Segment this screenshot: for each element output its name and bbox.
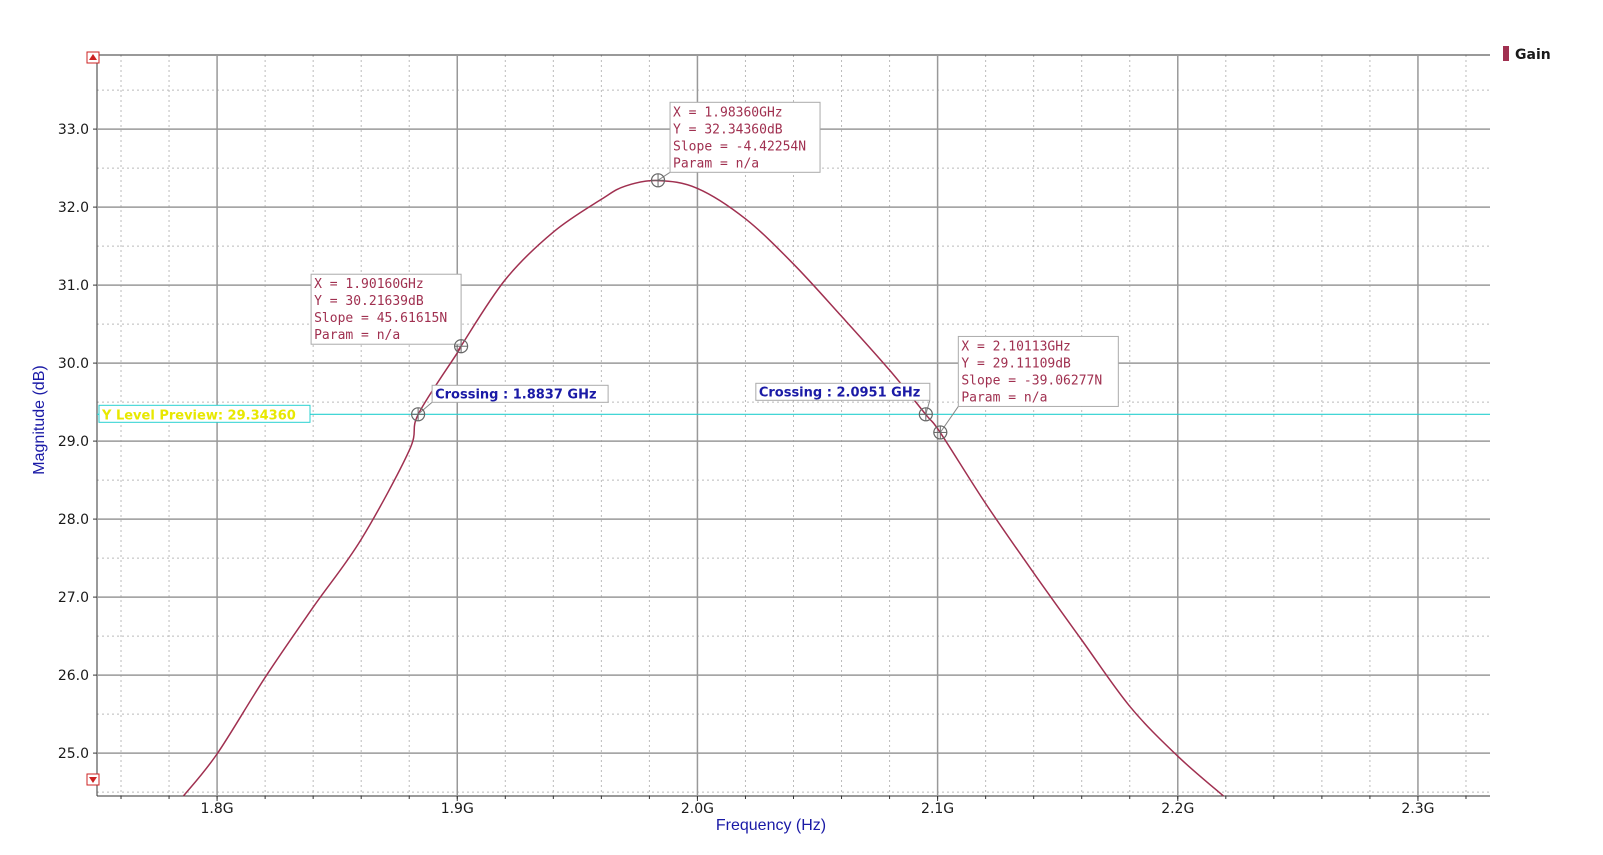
legend-swatch (1503, 46, 1509, 61)
series-line-gain (182, 179, 1224, 797)
marker-label-line: X = 1.90160GHz (314, 277, 424, 292)
marker-label-line: Param = n/a (673, 156, 759, 171)
marker-label-line: Y = 32.34360dB (673, 122, 783, 137)
crossing-leader (417, 401, 433, 415)
y-level-preview[interactable]: Y Level Preview: 29.34360 (97, 404, 1490, 423)
y-axis-label: Magnitude (dB) (31, 365, 48, 474)
marker-point[interactable] (933, 425, 948, 440)
y-tick-label: 32.0 (58, 200, 89, 216)
marker-label-line: Param = n/a (314, 328, 400, 343)
y-tick-label: 29.0 (58, 434, 89, 450)
markers-layer[interactable]: X = 1.90160GHz Y = 30.21639dB Slope = 45.6… (310, 101, 1119, 440)
major-grid (96, 54, 1490, 797)
marker-label-line: X = 1.98360GHz (673, 105, 783, 120)
y-tick-label: 33.0 (58, 122, 89, 138)
crossing-label: Crossing : 2.0951 GHz (759, 385, 920, 400)
marker-label-line: Param = n/a (961, 390, 1047, 405)
marker-label-line: Slope = 45.61615N (314, 311, 447, 326)
y-tick-label: 31.0 (58, 278, 89, 294)
marker-label-line: Y = 29.11109dB (961, 356, 1071, 371)
y-level-label: Y Level Preview: 29.34360 (101, 408, 296, 423)
crossing-label: Crossing : 1.8837 GHz (435, 387, 596, 402)
x-axis-label: Frequency (Hz) (716, 817, 826, 834)
scroll-down-button[interactable] (86, 773, 100, 786)
y-level-box (98, 404, 311, 423)
marker-leader (657, 171, 671, 181)
marker-label-box (310, 273, 462, 345)
marker-label-line: Slope = -39.06277N (961, 373, 1102, 388)
crossing-leader (925, 400, 931, 415)
marker-label-line: Slope = -4.42254N (673, 139, 806, 154)
x-tick-label: 1.9G (441, 801, 474, 817)
marker-label-box (669, 101, 821, 173)
legend-entry[interactable]: Gain (1515, 47, 1551, 63)
y-tick-label: 27.0 (58, 590, 89, 606)
marker-point[interactable] (650, 173, 666, 188)
crossing-point[interactable] (918, 407, 933, 422)
marker-point[interactable] (454, 339, 469, 354)
crossing-point[interactable] (411, 407, 426, 422)
x-tick-label: 1.8G (201, 801, 234, 817)
y-axis: 25.0 26.0 27.0 28.0 29.0 30.0 31.0 32.0 33.0 (58, 122, 97, 762)
marker-label-line: X = 2.10113GHz (961, 339, 1071, 354)
minor-grid (97, 55, 1490, 796)
crossing-label-box (755, 382, 931, 401)
y-tick-label: 30.0 (58, 356, 89, 372)
marker-label-line: Y = 30.21639dB (314, 294, 424, 309)
x-tick-label: 2.3G (1401, 801, 1434, 817)
marker-leader (939, 406, 959, 433)
y-tick-label: 28.0 (58, 512, 89, 528)
y-tick-label: 25.0 (58, 746, 89, 762)
x-tick-label: 2.1G (921, 801, 954, 817)
scroll-up-button[interactable] (86, 51, 100, 64)
x-axis: 1.8G 1.9G 2.0G 2.1G 2.2G 2.3G (120, 796, 1467, 817)
crossing-label-box (431, 384, 609, 403)
y-tick-label: 26.0 (58, 668, 89, 684)
legend[interactable]: Gain (1503, 46, 1551, 63)
x-tick-label: 2.0G (681, 801, 714, 817)
x-tick-label: 2.2G (1161, 801, 1194, 817)
marker-label-box (957, 335, 1119, 407)
series-layer (182, 179, 1224, 797)
